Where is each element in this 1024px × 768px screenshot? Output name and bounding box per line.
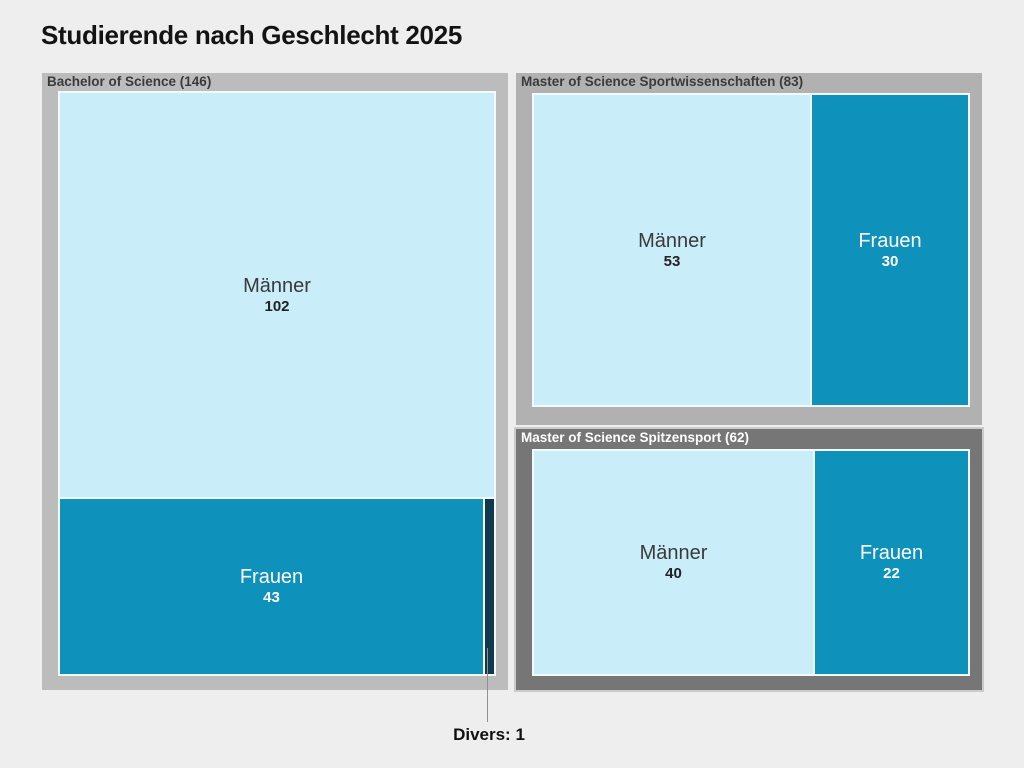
cell-bachelor-maenner: Männer 102: [60, 93, 494, 497]
cell-bachelor-frauen: Frauen 43: [60, 499, 483, 674]
cell-spitzensport-frauen: Frauen 22: [815, 451, 968, 674]
group-header-bachelor: Bachelor of Science (146): [47, 74, 212, 89]
chart-title: Studierende nach Geschlecht 2025: [41, 20, 463, 50]
cell-value: 30: [881, 252, 899, 270]
cell-sportwissenschaften-maenner: Männer 53: [534, 95, 810, 405]
cell-label: Frauen: [858, 229, 922, 252]
cell-value: 102: [264, 297, 290, 315]
treemap-group-sportwissenschaften: Master of Science Sportwissenschaften (8…: [516, 73, 982, 425]
cell-value: 43: [263, 589, 280, 607]
group-header-sportwissenschaften: Master of Science Sportwissenschaften (8…: [521, 74, 804, 89]
cell-label: Männer: [243, 274, 311, 297]
treemap-group-bachelor: Bachelor of Science (146) Männer 102 Fra…: [42, 73, 508, 690]
divers-callout-line: [487, 648, 488, 722]
cell-sportwissenschaften-frauen: Frauen 30: [812, 95, 968, 405]
cell-label: Männer: [639, 542, 708, 565]
cell-label: Männer: [638, 229, 706, 252]
group-panel-sportwissenschaften: Männer 53 Frauen 30: [532, 93, 970, 407]
group-header-spitzensport: Master of Science Spitzensport (62): [521, 430, 750, 445]
cell-value: 22: [883, 565, 900, 583]
cell-value: 40: [665, 565, 682, 583]
cell-label: Frauen: [239, 566, 304, 589]
treemap-group-spitzensport: Master of Science Spitzensport (62) Männ…: [516, 429, 982, 690]
cell-value: 53: [663, 252, 681, 270]
group-panel-bachelor: Männer 102 Frauen 43: [58, 91, 496, 676]
cell-spitzensport-maenner: Männer 40: [534, 451, 813, 674]
group-panel-spitzensport: Männer 40 Frauen 22: [532, 449, 970, 676]
cell-label: Frauen: [859, 542, 924, 565]
divers-callout-label: Divers: 1: [453, 725, 525, 744]
cell-bachelor-divers: [485, 499, 494, 674]
